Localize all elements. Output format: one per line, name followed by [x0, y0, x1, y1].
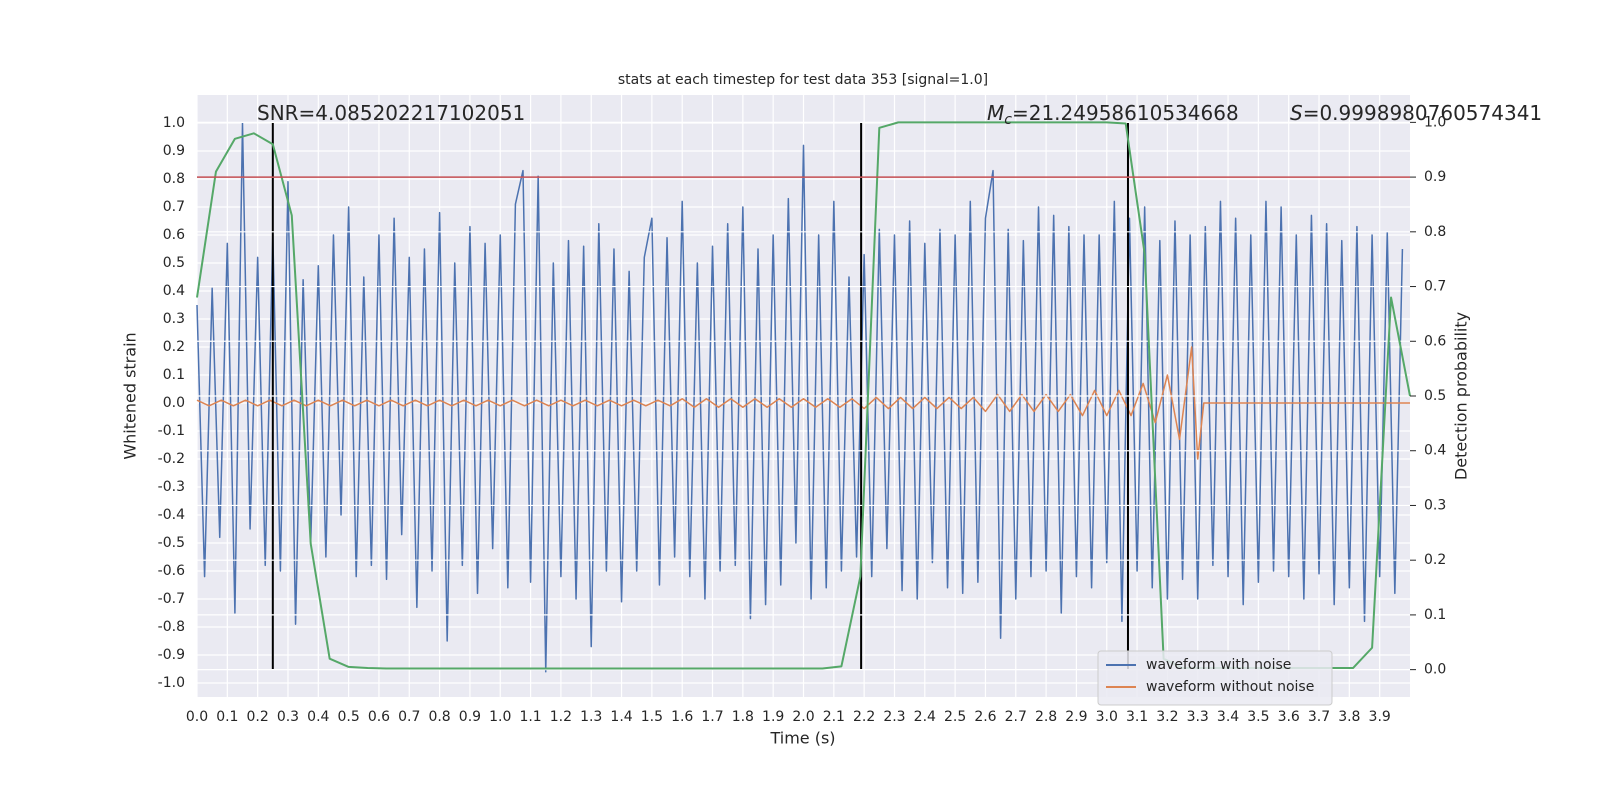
- annotation: SNR=4.085202217102051: [257, 101, 525, 125]
- x-tick-label: 3.0: [1096, 709, 1118, 725]
- x-tick-label: 3.7: [1308, 709, 1330, 725]
- x-tick-label: 0.2: [247, 709, 269, 725]
- x-tick-label: 2.9: [1065, 709, 1087, 725]
- y-tick-label: -0.7: [158, 591, 185, 607]
- x-tick-label: 1.7: [701, 709, 723, 725]
- y2-axis-label: Detection probability: [1452, 312, 1471, 480]
- y2-tick-label: 0.3: [1424, 497, 1446, 513]
- x-tick-label: 3.1: [1126, 709, 1148, 725]
- x-tick-label: 3.6: [1278, 709, 1300, 725]
- annotation-text: SNR=4.085202217102051: [257, 101, 525, 125]
- y-tick-label: -0.4: [158, 507, 185, 523]
- y-tick-label: -0.8: [158, 619, 185, 635]
- x-tick-label: 1.3: [580, 709, 602, 725]
- x-tick-label: 0.8: [428, 709, 450, 725]
- y-tick-label: -0.1: [158, 423, 185, 439]
- x-tick-label: 0.3: [277, 709, 299, 725]
- x-tick-label: 0.5: [337, 709, 359, 725]
- x-tick-label: 1.0: [489, 709, 511, 725]
- y-tick-label: -0.3: [158, 479, 185, 495]
- y2-tick-label: 0.5: [1424, 388, 1446, 404]
- x-tick-label: 1.9: [762, 709, 784, 725]
- x-tick-label: 1.6: [671, 709, 693, 725]
- x-tick-label: 3.4: [1217, 709, 1239, 725]
- annotation-text: =0.9998980760574341: [1303, 101, 1542, 125]
- y-tick-label: 0.3: [163, 311, 185, 327]
- chart-title: stats at each timestep for test data 353…: [618, 72, 988, 88]
- y-tick-label: 0.1: [163, 367, 185, 383]
- y2-tick-label: 0.7: [1424, 279, 1446, 295]
- x-tick-label: 3.2: [1156, 709, 1178, 725]
- y2-tick-label: 0.6: [1424, 333, 1446, 349]
- y2-tick-label: 0.9: [1424, 169, 1446, 185]
- x-tick-label: 0.6: [368, 709, 390, 725]
- annotation-symbol: M: [987, 101, 1004, 125]
- x-tick-label: 3.9: [1369, 709, 1391, 725]
- y-tick-label: 0.5: [163, 255, 185, 271]
- x-tick-label: 3.5: [1247, 709, 1269, 725]
- x-tick-label: 0.0: [186, 709, 208, 725]
- legend-label: waveform without noise: [1146, 679, 1314, 695]
- x-tick-label: 2.4: [914, 709, 936, 725]
- y2-tick-label: 1.0: [1424, 114, 1446, 130]
- annotation-subscript: c: [1004, 112, 1012, 128]
- x-tick-label: 1.8: [732, 709, 754, 725]
- x-tick-label: 2.3: [883, 709, 905, 725]
- y-tick-label: 0.8: [163, 171, 185, 187]
- y2-tick-label: 0.4: [1424, 443, 1446, 459]
- y-tick-label: -0.5: [158, 535, 185, 551]
- y-tick-label: 0.0: [163, 395, 185, 411]
- annotation: S=0.9998980760574341: [1290, 101, 1542, 125]
- y-tick-label: 0.4: [163, 283, 185, 299]
- x-tick-label: 1.1: [519, 709, 541, 725]
- x-tick-label: 0.9: [459, 709, 481, 725]
- x-tick-label: 1.4: [610, 709, 632, 725]
- y-tick-label: -0.2: [158, 451, 185, 467]
- legend: waveform with noise waveform without nois…: [1097, 650, 1333, 706]
- x-tick-label: 2.2: [853, 709, 875, 725]
- series-line: [196, 346, 1410, 460]
- x-tick-label: 2.1: [823, 709, 845, 725]
- x-tick-label: 0.4: [307, 709, 329, 725]
- x-tick-label: 0.7: [398, 709, 420, 725]
- x-tick-label: 2.8: [1035, 709, 1057, 725]
- y-tick-label: 0.9: [163, 143, 185, 159]
- y-tick-label: -0.6: [158, 563, 185, 579]
- y2-tick-label: 0.8: [1424, 224, 1446, 240]
- y-tick-label: 0.2: [163, 339, 185, 355]
- x-tick-label: 1.2: [550, 709, 572, 725]
- x-tick-label: 2.6: [974, 709, 996, 725]
- series-line: [196, 122, 1404, 673]
- y-tick-label: 0.6: [163, 227, 185, 243]
- y2-tick-label: 0.1: [1424, 607, 1446, 623]
- x-tick-label: 3.3: [1187, 709, 1209, 725]
- legend-box: [1097, 650, 1333, 706]
- x-tick-label: 2.5: [944, 709, 966, 725]
- y-tick-label: 0.7: [163, 199, 185, 215]
- y2-tick-label: 0.0: [1424, 662, 1446, 678]
- y-tick-label: -1.0: [158, 675, 185, 691]
- y-tick-label: 1.0: [163, 115, 185, 131]
- x-tick-label: 2.0: [792, 709, 814, 725]
- x-tick-label: 3.8: [1338, 709, 1360, 725]
- annotation-symbol: S: [1290, 101, 1303, 125]
- y-axis-label: Whitened strain: [121, 332, 140, 459]
- annotation: Mc=21.24958610534668: [987, 101, 1239, 129]
- x-axis-label: Time (s): [769, 729, 835, 748]
- x-tick-label: 0.1: [216, 709, 238, 725]
- x-tick-label: 2.7: [1005, 709, 1027, 725]
- annotation-text: =21.24958610534668: [1012, 101, 1239, 125]
- y2-tick-label: 0.2: [1424, 552, 1446, 568]
- lower-layer: [196, 95, 1410, 697]
- legend-label: waveform with noise: [1146, 657, 1291, 673]
- y-tick-label: -0.9: [158, 647, 185, 663]
- x-tick-label: 1.5: [641, 709, 663, 725]
